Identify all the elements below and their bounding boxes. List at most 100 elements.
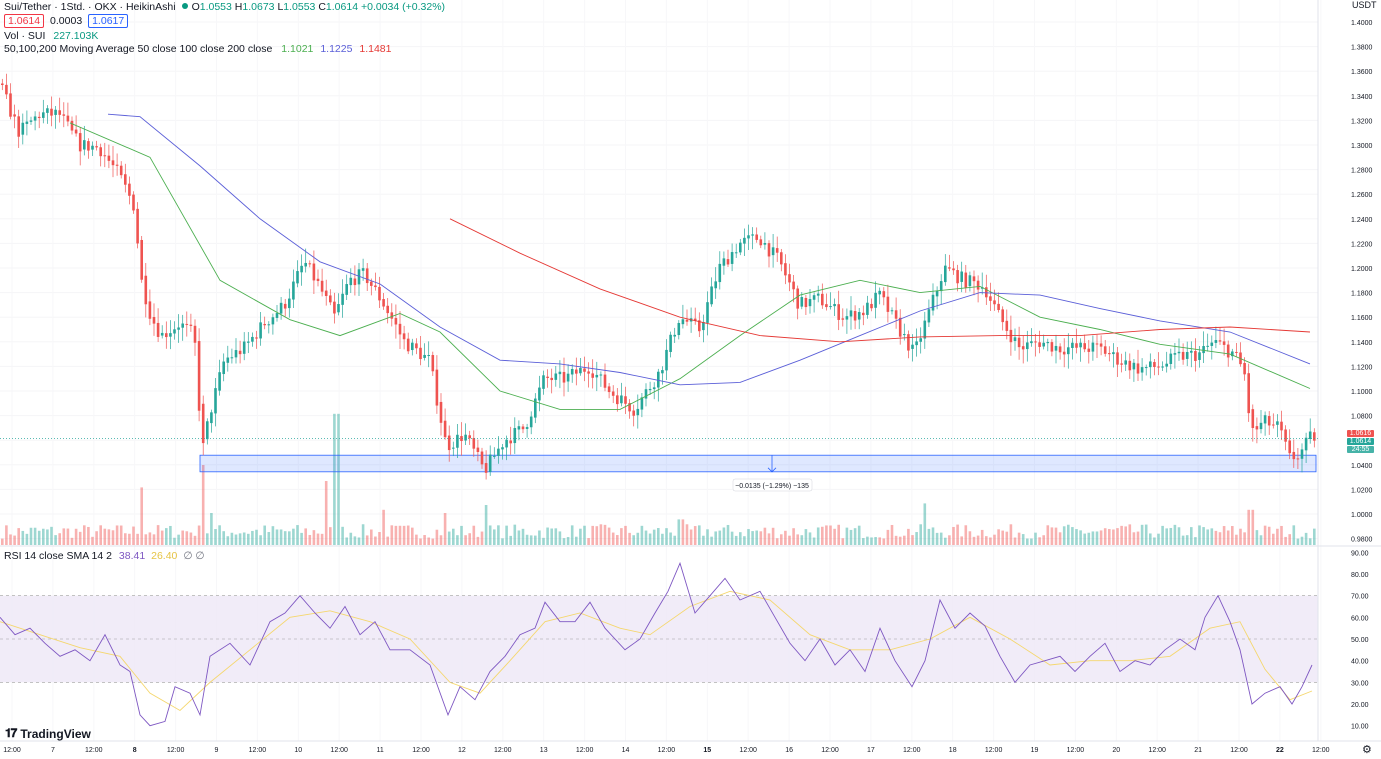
rsi-sma-value: 26.40: [151, 550, 178, 562]
candle-body: [288, 298, 291, 309]
candle-body: [435, 369, 439, 406]
measure-range-box[interactable]: [199, 454, 1317, 473]
volume-bar: [173, 537, 176, 545]
candle-body: [1132, 362, 1136, 370]
gear-icon[interactable]: ⚙: [1362, 744, 1372, 756]
candle-body: [320, 280, 324, 292]
candle-body: [1071, 342, 1074, 348]
volume-bar: [517, 530, 521, 545]
volume-bar: [201, 465, 205, 545]
volume-bar: [1009, 524, 1013, 545]
price-tick-label: 1.0800: [1351, 414, 1373, 421]
price-tick-label: 1.3000: [1351, 143, 1373, 150]
candle-body: [636, 408, 640, 416]
candle-body: [132, 194, 135, 211]
candle-body: [357, 269, 361, 285]
candle-body: [997, 303, 1000, 311]
candle-body: [952, 268, 955, 271]
candle-body: [1030, 341, 1033, 344]
volume-bar: [1284, 536, 1287, 545]
candle-body: [923, 320, 927, 339]
candle-body: [968, 275, 972, 287]
volume-bar: [1075, 529, 1078, 545]
measure-tool[interactable]: −0.0135 (−1.29%) −135: [732, 455, 813, 492]
candle-body: [124, 174, 127, 185]
candle-body: [734, 252, 738, 254]
bar-timer-tag: 24:55: [1347, 446, 1374, 453]
time-tick-label: 12:00: [494, 747, 512, 754]
candle-body: [279, 302, 283, 314]
time-tick-label: 12:00: [3, 747, 21, 754]
candle-body: [1099, 343, 1103, 347]
volume-label[interactable]: Vol · SUI: [4, 30, 46, 42]
volume-bar: [759, 531, 763, 545]
candle-body: [1153, 362, 1156, 368]
ma-label[interactable]: 50,100,200 Moving Average 50 close 100 c…: [4, 43, 273, 55]
time-tick-label: 12:00: [1230, 747, 1248, 754]
candle-body: [1235, 351, 1238, 353]
price-tick-label: 1.2400: [1351, 217, 1373, 224]
candle-body: [710, 286, 713, 305]
volume-bar: [1231, 526, 1234, 545]
volume-bar: [54, 535, 57, 545]
volume-bar: [50, 526, 53, 545]
symbol-title[interactable]: Sui/Tether · 1Std. · OKX · HeikinAshi: [4, 1, 176, 13]
volume-bar: [808, 532, 812, 545]
candle-body: [193, 325, 197, 343]
volume-bar: [308, 534, 312, 545]
volume-bar: [558, 531, 562, 545]
volume-bar: [841, 538, 845, 545]
volume-bar: [497, 525, 500, 545]
volume-bar: [792, 528, 795, 545]
volume-bar: [538, 530, 541, 545]
volume-bar: [1300, 536, 1304, 545]
volume-bar: [878, 537, 881, 545]
volume-bar: [390, 525, 394, 545]
candle-body: [361, 268, 365, 271]
volume-bar: [644, 530, 648, 545]
candle-body: [870, 303, 873, 309]
ma50-value: 1.1021: [281, 43, 314, 55]
candle-body: [345, 284, 348, 295]
rsi-tick-label: 10.00: [1351, 724, 1369, 731]
ma200-value: 1.1481: [359, 43, 392, 55]
volume-bar: [1144, 524, 1148, 545]
volume-bar: [931, 527, 935, 545]
volume-bar: [599, 524, 603, 545]
volume-bar: [267, 532, 271, 545]
candle-body: [722, 258, 726, 266]
candle-body: [669, 334, 672, 352]
low-value: 1.0553: [283, 1, 316, 13]
volume-bar: [837, 524, 840, 545]
last-price-tag: 1.0614: [1347, 438, 1374, 445]
volume-bar: [603, 524, 607, 545]
volume-bar: [279, 529, 283, 545]
candle-body: [42, 112, 45, 118]
volume-bar: [1030, 538, 1033, 545]
candle-body: [185, 323, 189, 325]
sell-button[interactable]: 1.0614: [4, 14, 45, 28]
currency-label[interactable]: USDT: [1352, 0, 1377, 10]
candle-body: [579, 367, 582, 374]
volume-bar: [1161, 525, 1164, 545]
volume-bar: [1206, 529, 1209, 545]
volume-bar: [1181, 535, 1185, 545]
time-tick-label: 19: [1031, 747, 1039, 754]
volume-bar: [607, 527, 611, 545]
volume-bar: [185, 531, 189, 545]
volume-bar: [730, 531, 734, 545]
volume-bar: [181, 530, 184, 545]
volume-bar: [747, 529, 750, 545]
time-tick-label: 17: [867, 747, 875, 754]
candle-body: [62, 114, 66, 116]
tradingview-logo[interactable]: 𝟏𝟕 TradingView: [5, 726, 91, 741]
volume-bar: [29, 527, 33, 545]
volume-bar: [464, 535, 467, 545]
candle-body: [292, 281, 295, 300]
candle-body: [538, 387, 541, 401]
volume-bar: [521, 528, 525, 545]
buy-button[interactable]: 1.0617: [88, 14, 129, 28]
price-tick-label: 1.2200: [1351, 241, 1373, 248]
rsi-label[interactable]: RSI 14 close SMA 14 2: [4, 550, 112, 562]
